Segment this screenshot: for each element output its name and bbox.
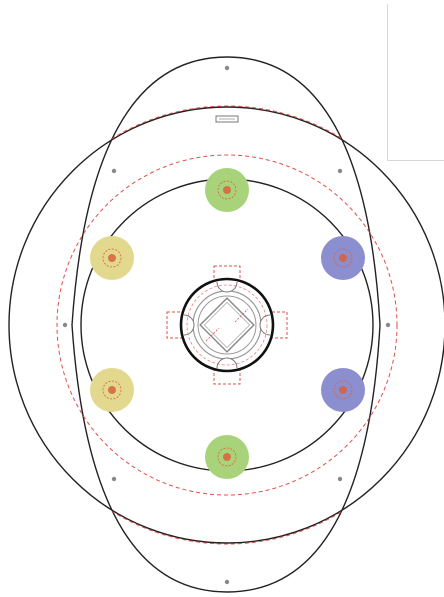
hub-diagonal-1 <box>205 327 220 342</box>
hub-dashed-ring <box>186 284 268 366</box>
pads <box>90 168 365 479</box>
hub-diamond <box>199 297 255 353</box>
hub-outer-ring <box>179 277 275 373</box>
mount-hole <box>337 476 343 482</box>
mount-hole <box>385 322 391 328</box>
mount-hole <box>337 168 343 174</box>
mount-hole <box>224 579 230 585</box>
mount-hole <box>111 168 117 174</box>
pad-blue-lower <box>321 368 365 412</box>
pad-blue-upper <box>321 236 365 280</box>
pad-yellow-upper <box>90 236 134 280</box>
hub-notches <box>183 281 271 369</box>
mount-hole <box>224 65 230 71</box>
center-hub <box>166 265 288 385</box>
dashed-guide-large <box>72 105 380 545</box>
mount-holes <box>62 65 391 585</box>
lens-outline <box>71 56 381 593</box>
hub-diagonal-2 <box>234 308 249 323</box>
hub-gray-ring-inner <box>197 295 257 355</box>
mount-hole <box>62 322 68 328</box>
side-panel <box>387 4 444 161</box>
hub-diamond-inner <box>203 301 251 349</box>
pad-green-top <box>205 168 249 212</box>
outer-circle <box>8 106 444 544</box>
mount-hole <box>111 476 117 482</box>
pad-yellow-lower <box>90 368 134 412</box>
pad-green-bottom <box>205 435 249 479</box>
top-label-plate <box>215 115 239 123</box>
dashed-guide-mid <box>56 154 398 496</box>
